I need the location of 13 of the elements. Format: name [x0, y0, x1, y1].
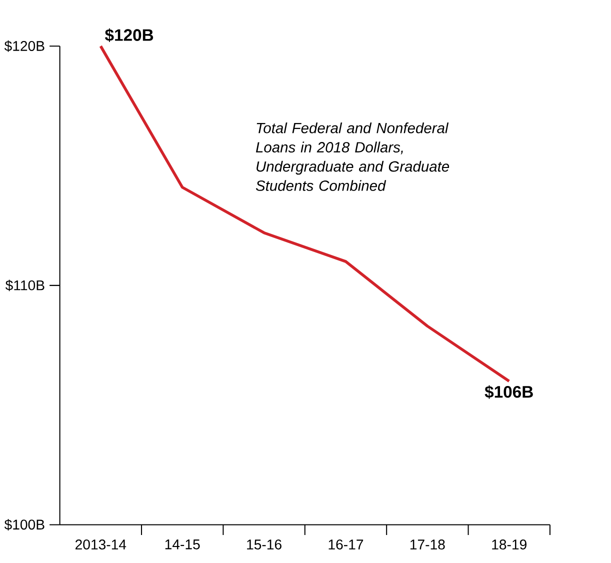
data-label: $106B	[484, 385, 533, 399]
y-tick-label: $100B	[4, 518, 44, 530]
y-tick-label: $110B	[5, 280, 44, 292]
data-label: $120B	[104, 28, 154, 42]
x-tick-label: 16-17	[328, 539, 364, 550]
annotation: Total Federal and Nonfederal Loans in 2018 Dollars, Undergraduate and Graduate Students Combined	[256, 122, 450, 191]
x-tick-label: 14-15	[165, 539, 200, 550]
line-series	[99, 44, 511, 382]
x-tick-label: 18-19	[492, 539, 526, 550]
x-tick-label: 15-16	[247, 539, 282, 550]
x-tick-label: 17-18	[410, 539, 445, 550]
x-tick-label: 2013-14	[76, 539, 126, 550]
y-tick-label: $120B	[4, 40, 44, 52]
